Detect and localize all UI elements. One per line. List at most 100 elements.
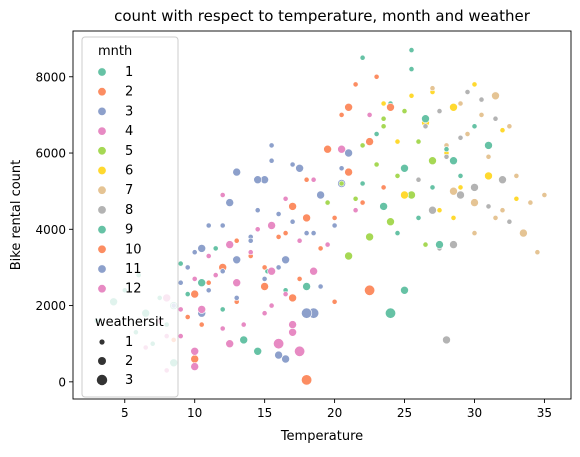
data-point bbox=[338, 112, 345, 118]
data-point bbox=[205, 253, 212, 259]
data-point bbox=[386, 217, 395, 226]
data-point bbox=[225, 339, 234, 349]
data-point bbox=[288, 293, 297, 303]
legend-month-label: 2 bbox=[125, 85, 133, 100]
legend-month-label: 5 bbox=[125, 144, 133, 159]
y-tick-label: 0 bbox=[58, 375, 66, 389]
data-point bbox=[268, 157, 275, 164]
data-point bbox=[275, 233, 282, 240]
data-point bbox=[301, 307, 313, 319]
data-point bbox=[309, 266, 318, 276]
data-point bbox=[205, 279, 212, 286]
data-point bbox=[184, 291, 191, 297]
data-point bbox=[373, 161, 380, 168]
data-point bbox=[408, 66, 415, 72]
data-point bbox=[190, 346, 199, 356]
data-point bbox=[302, 282, 311, 291]
data-point bbox=[198, 321, 205, 328]
data-point bbox=[254, 226, 261, 233]
data-point bbox=[443, 146, 450, 153]
legend-month-marker bbox=[97, 106, 107, 116]
data-point bbox=[478, 96, 485, 103]
data-point bbox=[352, 207, 359, 214]
data-point bbox=[449, 103, 458, 112]
legend-weather-marker bbox=[96, 374, 108, 386]
legend-hue-title: mnth bbox=[98, 44, 132, 59]
data-point bbox=[499, 207, 506, 214]
data-point bbox=[288, 320, 297, 329]
data-point bbox=[541, 192, 548, 198]
data-point bbox=[415, 138, 422, 145]
data-point bbox=[373, 73, 380, 80]
data-point bbox=[205, 222, 212, 229]
data-point bbox=[491, 91, 500, 101]
data-point bbox=[471, 123, 478, 130]
data-point bbox=[247, 237, 254, 244]
data-point bbox=[331, 214, 338, 221]
data-point bbox=[352, 81, 359, 88]
y-tick-label: 4000 bbox=[35, 223, 66, 237]
data-point bbox=[197, 305, 206, 314]
data-point bbox=[232, 255, 241, 265]
data-point bbox=[422, 241, 429, 248]
data-point bbox=[253, 346, 263, 356]
data-point bbox=[267, 266, 276, 276]
data-point bbox=[268, 142, 275, 149]
data-point bbox=[344, 167, 353, 177]
data-point bbox=[191, 275, 198, 282]
data-point bbox=[289, 218, 296, 225]
data-point bbox=[275, 264, 282, 271]
data-point bbox=[352, 195, 359, 202]
data-point bbox=[394, 172, 401, 179]
data-point bbox=[296, 275, 303, 282]
data-point bbox=[422, 123, 429, 130]
legend-month-marker bbox=[97, 185, 107, 195]
data-point bbox=[428, 156, 437, 165]
data-point bbox=[450, 214, 457, 221]
plot-frame bbox=[72, 30, 572, 400]
chart-title: count with respect to temperature, month… bbox=[114, 7, 531, 25]
data-point bbox=[364, 284, 376, 296]
data-point bbox=[190, 289, 199, 299]
legend-month-label: 7 bbox=[125, 183, 133, 198]
data-point bbox=[177, 306, 184, 313]
legend-month-marker bbox=[97, 205, 107, 215]
data-point bbox=[281, 255, 290, 265]
legend-weather-marker bbox=[99, 339, 105, 345]
legend-month-label: 1 bbox=[125, 65, 133, 80]
data-point bbox=[331, 222, 338, 229]
data-point bbox=[380, 115, 387, 122]
data-point bbox=[177, 333, 184, 339]
data-point bbox=[268, 302, 275, 309]
x-axis-label: Temperature bbox=[280, 429, 363, 444]
legend-month-label: 8 bbox=[125, 203, 133, 218]
data-point bbox=[177, 279, 184, 286]
data-point bbox=[190, 354, 199, 364]
data-point bbox=[273, 338, 285, 350]
data-point bbox=[344, 251, 353, 261]
legend-weather-label: 2 bbox=[125, 354, 133, 369]
data-point bbox=[436, 207, 443, 214]
data-point bbox=[498, 175, 507, 184]
legend-month-marker bbox=[97, 126, 107, 136]
data-point bbox=[260, 282, 269, 291]
data-point bbox=[331, 298, 338, 305]
x-tick-label: 30 bbox=[467, 406, 482, 420]
legend-month-marker bbox=[97, 146, 107, 156]
data-point bbox=[470, 198, 479, 207]
data-point bbox=[275, 211, 282, 217]
legend-box bbox=[81, 36, 179, 398]
data-point bbox=[443, 153, 450, 160]
legend-month-marker bbox=[97, 264, 107, 274]
data-point bbox=[359, 54, 366, 61]
legend-month-marker bbox=[97, 67, 107, 77]
data-point bbox=[337, 144, 346, 154]
data-point bbox=[415, 176, 422, 183]
data-point bbox=[415, 214, 422, 221]
data-point bbox=[274, 350, 283, 360]
data-point bbox=[191, 249, 198, 256]
data-point bbox=[429, 85, 436, 92]
data-point bbox=[428, 205, 437, 215]
data-point bbox=[205, 287, 212, 294]
